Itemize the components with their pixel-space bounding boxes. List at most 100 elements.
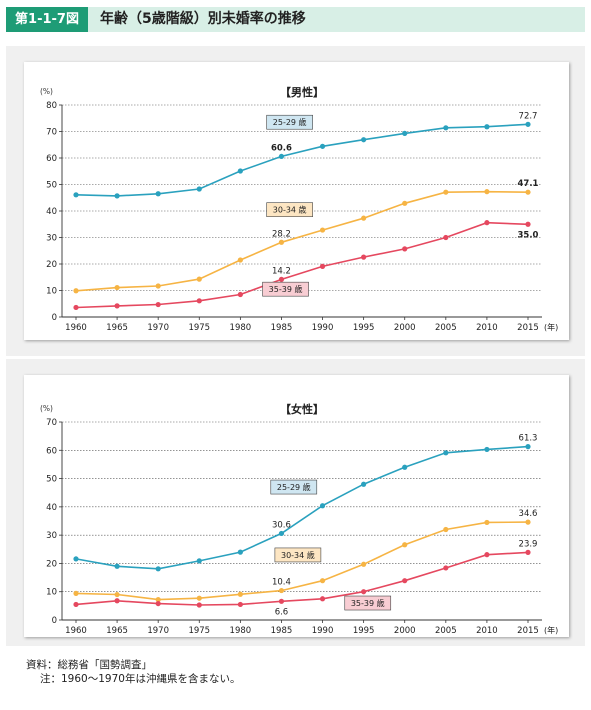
female-series-1-point xyxy=(525,444,531,450)
male-x-tick-label: 1995 xyxy=(353,323,375,333)
male-data-label: 72.7 xyxy=(519,111,538,121)
female-series-2-point xyxy=(443,526,449,533)
male-series-line-2 xyxy=(75,190,529,292)
female-data-label: 30.6 xyxy=(272,520,291,530)
male-series-2-point xyxy=(361,215,367,221)
figure-number-badge: 第1-1-7図 xyxy=(6,7,88,32)
female-series-2-point xyxy=(319,578,326,584)
female-y-tick-label: 50 xyxy=(46,475,57,485)
female-series-1-point xyxy=(114,563,120,569)
male-chart-panel: 【男性】 (%) 0 10 20 30 40 50 60 70 80 1960 1965 1970 1975… xyxy=(6,46,585,356)
female-y-tick-label: 40 xyxy=(46,503,57,513)
female-series-1-point xyxy=(443,450,449,456)
female-series-1-point xyxy=(402,464,408,470)
female-y-tick-label: 0 xyxy=(52,616,57,626)
female-series-2-point xyxy=(525,519,531,525)
male-x-tick-label: 2000 xyxy=(394,323,416,333)
female-y-tick-label: 20 xyxy=(46,559,57,569)
figure-header: 第1-1-7図 年齢（5歳階級）別未婚率の推移 xyxy=(6,7,585,32)
female-data-label: 23.9 xyxy=(519,539,538,549)
female-y-tick-label: 60 xyxy=(46,446,57,456)
female-x-tick-label: 1975 xyxy=(188,626,210,636)
male-y-tick-label: 50 xyxy=(46,181,57,191)
female-series-3-point xyxy=(484,552,490,558)
male-series-2-point xyxy=(196,276,202,282)
female-series-2-point xyxy=(402,542,408,548)
female-data-label: 61.3 xyxy=(519,434,538,444)
male-series-name-2: 30-34 歳 xyxy=(273,205,307,215)
female-series-2-point xyxy=(73,590,79,597)
female-series-2-point xyxy=(361,561,367,567)
male-series-name-1: 25-29 歳 xyxy=(273,117,307,127)
male-series-line-3 xyxy=(75,221,529,309)
male-data-label: 28.2 xyxy=(272,229,291,239)
female-unmarried-rate-chart: 【女性】 (%) 0 10 20 30 40 50 60 70 1960 1965 1970 1975 19… xyxy=(40,402,558,636)
female-series-1-point xyxy=(73,556,79,562)
male-y-tick-label: 10 xyxy=(46,287,57,297)
female-series-3-point xyxy=(402,578,408,584)
male-series-2-point xyxy=(402,200,408,206)
female-series-2-point xyxy=(278,587,285,594)
male-series-1-point xyxy=(196,186,202,192)
male-series-name-box-1 xyxy=(266,114,313,130)
female-series-line-3 xyxy=(75,551,529,606)
female-series-2-point xyxy=(237,591,243,597)
female-series-1-point xyxy=(155,566,161,572)
female-series-3-point xyxy=(73,601,79,608)
male-y-tick-label: 70 xyxy=(46,128,57,138)
male-series-1-point xyxy=(484,124,490,130)
female-series-2-point xyxy=(196,595,202,601)
male-x-axis-unit: (年) xyxy=(544,322,558,332)
female-series-name-box-3 xyxy=(344,595,392,611)
female-series-3-point xyxy=(278,598,285,604)
male-series-1-point xyxy=(114,193,120,199)
female-series-1-point xyxy=(196,558,202,564)
male-y-tick-label: 60 xyxy=(46,154,57,164)
male-series-2-point xyxy=(155,283,161,289)
male-series-3-point xyxy=(525,221,531,227)
female-series-name-box-1 xyxy=(270,479,318,495)
source-note: 資料：総務省「国勢調査」 xyxy=(26,659,152,671)
male-series-1-point xyxy=(443,125,449,131)
female-x-tick-label: 1995 xyxy=(353,626,375,636)
female-x-tick-label: 1965 xyxy=(106,626,128,636)
male-series-2-point xyxy=(73,288,79,294)
male-series-1-point xyxy=(319,143,326,149)
female-chart-title: 【女性】 xyxy=(280,402,324,416)
female-series-1-point xyxy=(319,503,326,509)
male-chart-card: 【男性】 (%) 0 10 20 30 40 50 60 70 80 1960 1965 1970 1975… xyxy=(24,62,569,340)
female-series-3-point xyxy=(114,598,120,604)
male-series-2-point xyxy=(484,189,490,195)
male-series-1-point xyxy=(155,191,161,197)
male-series-1-point xyxy=(525,121,531,127)
male-data-label: 14.2 xyxy=(272,266,291,276)
male-series-name-3: 35-39 歳 xyxy=(269,284,303,294)
male-x-tick-label: 1960 xyxy=(65,323,87,333)
male-series-line-1 xyxy=(75,123,529,197)
female-x-axis-unit: (年) xyxy=(544,625,558,635)
male-series-3-point xyxy=(278,276,285,282)
female-data-label: 10.4 xyxy=(272,578,291,588)
male-series-3-point xyxy=(114,303,120,309)
female-series-1-point xyxy=(484,446,490,453)
male-x-tick-label: 1970 xyxy=(147,323,169,333)
female-series-2-point xyxy=(114,591,120,598)
female-series-3-point xyxy=(443,565,449,571)
male-x-tick-label: 1985 xyxy=(271,323,293,333)
female-series-3-point xyxy=(319,596,326,602)
male-series-3-point xyxy=(155,301,161,308)
female-x-tick-label: 2010 xyxy=(476,626,498,636)
female-series-line-2 xyxy=(75,521,529,601)
male-x-tick-label: 2015 xyxy=(517,323,539,333)
female-x-tick-label: 1960 xyxy=(65,626,87,636)
female-series-3-point xyxy=(237,601,243,608)
female-series-3-point xyxy=(196,602,202,608)
male-x-tick-label: 1975 xyxy=(188,323,210,333)
female-series-3-point xyxy=(361,589,367,595)
male-series-3-point xyxy=(319,263,326,269)
male-series-1-point xyxy=(278,153,285,160)
female-series-3-point xyxy=(155,600,161,607)
male-series-name-box-3 xyxy=(262,281,309,297)
male-x-tick-label: 2010 xyxy=(476,323,498,333)
female-chart-panel: 【女性】 (%) 0 10 20 30 40 50 60 70 1960 1965 1970 1975 19… xyxy=(6,359,585,646)
